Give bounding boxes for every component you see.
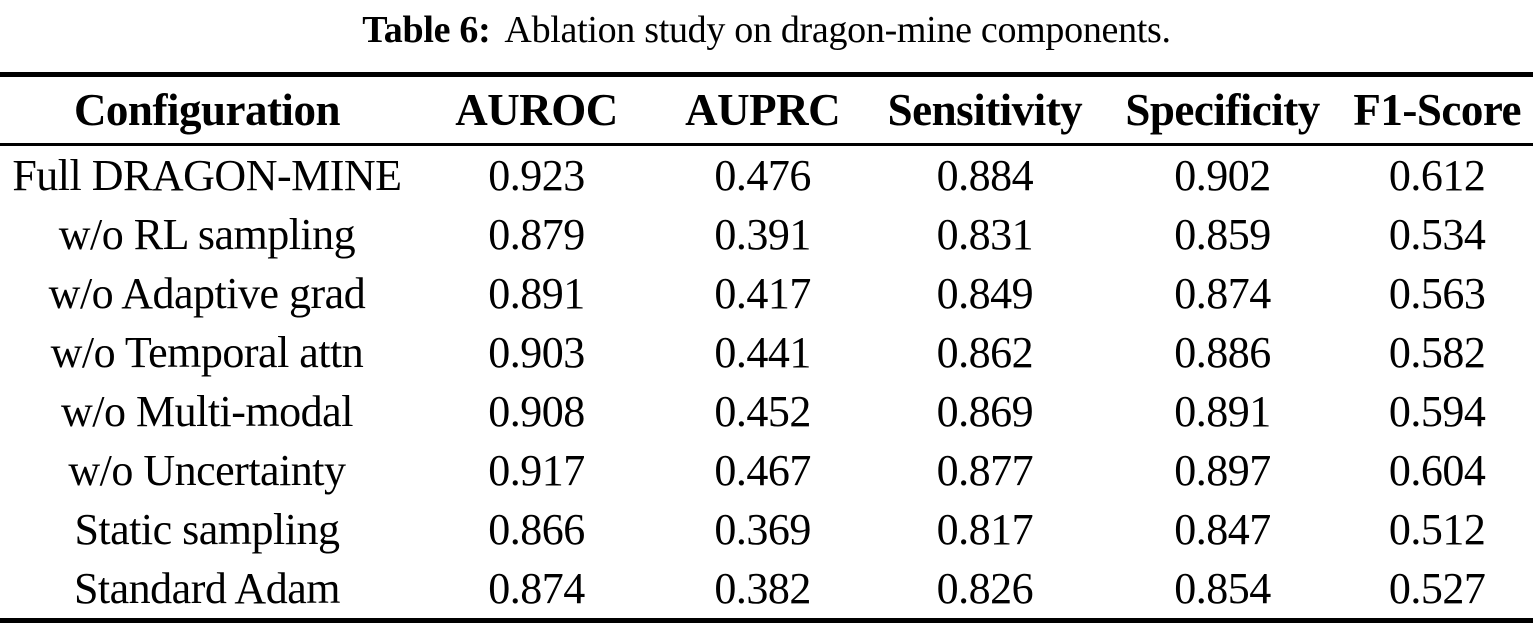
cell-auroc: 0.879 — [488, 210, 585, 259]
cell-configuration: w/o Temporal attn — [50, 328, 364, 377]
cell-auprc: 0.369 — [714, 505, 811, 554]
cell-f1-score: 0.527 — [1388, 564, 1486, 613]
cell-auprc: 0.417 — [714, 269, 811, 318]
cell-specificity: 0.874 — [1174, 269, 1271, 318]
cell-sensitivity: 0.849 — [936, 269, 1034, 318]
column-header-f1-score: F1-Score — [1353, 85, 1521, 135]
cell-auroc: 0.917 — [488, 446, 585, 495]
cell-auprc: 0.391 — [714, 210, 811, 259]
cell-auprc: 0.441 — [714, 328, 811, 377]
cell-specificity: 0.886 — [1174, 328, 1271, 377]
ablation-table: Configuration AUROC AUPRC Sensitivity Sp… — [0, 72, 1533, 623]
table-caption-label: Table 6: — [362, 9, 491, 51]
cell-f1-score: 0.534 — [1388, 210, 1486, 259]
table-row: Full DRAGON-MINE 0.923 0.476 0.884 0.902… — [0, 145, 1533, 206]
column-header-sensitivity: Sensitivity — [887, 85, 1083, 135]
cell-sensitivity: 0.877 — [936, 446, 1034, 495]
cell-specificity: 0.854 — [1174, 564, 1271, 613]
cell-auprc: 0.382 — [714, 564, 811, 613]
cell-auroc: 0.908 — [488, 387, 585, 436]
cell-auroc: 0.923 — [488, 151, 585, 200]
cell-sensitivity: 0.826 — [936, 564, 1034, 613]
cell-auroc: 0.874 — [488, 564, 585, 613]
table-row: Static sampling 0.866 0.369 0.817 0.847 … — [0, 500, 1533, 559]
cell-configuration: w/o Multi-modal — [60, 387, 353, 436]
cell-auprc: 0.452 — [714, 387, 811, 436]
cell-sensitivity: 0.869 — [936, 387, 1034, 436]
table-caption-text: Ablation study on dragon-mine components… — [504, 9, 1171, 51]
column-header-auroc: AUROC — [455, 85, 618, 135]
table-caption: Table 6: Ablation study on dragon-mine co… — [0, 0, 1533, 55]
table-row: w/o Temporal attn 0.903 0.441 0.862 0.88… — [0, 323, 1533, 382]
column-header-auprc: AUPRC — [685, 85, 841, 135]
cell-auprc: 0.476 — [714, 151, 811, 200]
cell-f1-score: 0.594 — [1388, 387, 1486, 436]
table-row: w/o RL sampling 0.879 0.391 0.831 0.859 … — [0, 205, 1533, 264]
cell-f1-score: 0.604 — [1388, 446, 1486, 495]
cell-f1-score: 0.512 — [1388, 505, 1486, 554]
table-row: Standard Adam 0.874 0.382 0.826 0.854 0.… — [0, 559, 1533, 621]
cell-auroc: 0.866 — [488, 505, 585, 554]
cell-configuration: Standard Adam — [73, 564, 341, 613]
cell-sensitivity: 0.817 — [936, 505, 1034, 554]
column-header-configuration: Configuration — [73, 85, 341, 135]
column-header-specificity: Specificity — [1125, 85, 1320, 135]
cell-auroc: 0.891 — [488, 269, 585, 318]
cell-configuration: w/o Uncertainty — [68, 446, 346, 495]
cell-specificity: 0.897 — [1174, 446, 1271, 495]
cell-configuration: Full DRAGON-MINE — [12, 151, 402, 200]
cell-f1-score: 0.563 — [1388, 269, 1486, 318]
cell-sensitivity: 0.862 — [936, 328, 1034, 377]
cell-f1-score: 0.612 — [1388, 151, 1486, 200]
cell-specificity: 0.891 — [1174, 387, 1271, 436]
cell-sensitivity: 0.831 — [936, 210, 1034, 259]
cell-auprc: 0.467 — [714, 446, 811, 495]
cell-specificity: 0.902 — [1174, 151, 1271, 200]
table-row: w/o Multi-modal 0.908 0.452 0.869 0.891 … — [0, 382, 1533, 441]
cell-auroc: 0.903 — [488, 328, 585, 377]
cell-specificity: 0.847 — [1174, 505, 1271, 554]
cell-sensitivity: 0.884 — [936, 151, 1034, 200]
cell-configuration: Static sampling — [74, 505, 340, 554]
table-row: w/o Uncertainty 0.917 0.467 0.877 0.897 … — [0, 441, 1533, 500]
cell-f1-score: 0.582 — [1388, 328, 1486, 377]
cell-specificity: 0.859 — [1174, 210, 1271, 259]
table-row: w/o Adaptive grad 0.891 0.417 0.849 0.87… — [0, 264, 1533, 323]
cell-configuration: w/o RL sampling — [58, 210, 356, 259]
cell-configuration: w/o Adaptive grad — [48, 269, 366, 318]
table-header-row: Configuration AUROC AUPRC Sensitivity Sp… — [0, 75, 1533, 145]
